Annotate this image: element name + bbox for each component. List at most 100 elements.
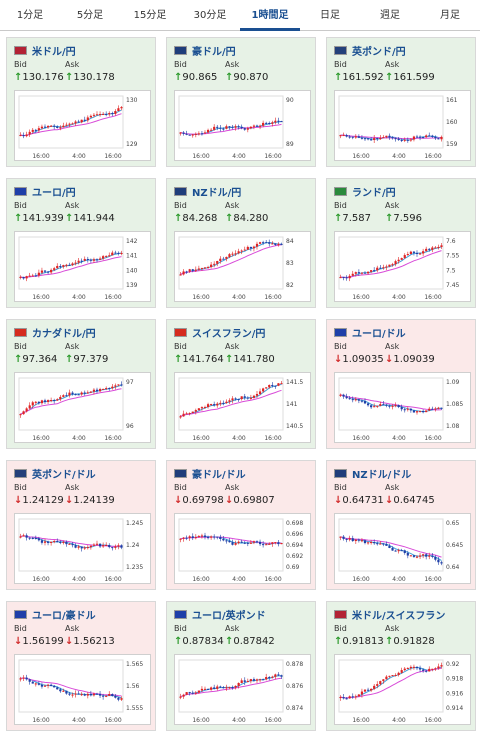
rate-card[interactable]: 英ポンド/ドル Bid Ask ↓1.24129 ↓1.24139 1.245 1.24 1.… [6, 460, 156, 590]
candle-body [382, 679, 385, 682]
candle-body [34, 538, 37, 540]
rate-card[interactable]: ユーロ/豪ドル Bid Ask ↓1.56199 ↓1.56213 1.565 1.56 1.… [6, 601, 156, 731]
pair-name[interactable]: 米ドル/円 [32, 47, 76, 58]
candle-body [114, 252, 117, 254]
price-chart[interactable]: 7.6 7.55 7.5 7.45 16:00 4:00 16:00 [334, 231, 471, 302]
candlestick-chart: 142 141 140 139 16:00 4:00 16:00 [18, 236, 138, 301]
rate-card[interactable]: 英ポンド/円 Bid Ask ↑161.592 ↑161.599 161 160 159 16:… [326, 37, 476, 167]
tab-1[interactable]: 5分足 [76, 10, 104, 21]
candle-body [434, 408, 437, 410]
flag-icon [174, 328, 187, 337]
rate-card[interactable]: カナダドル/円 Bid Ask ↑97.364 ↑97.379 97 96 16:00 4:00… [6, 319, 156, 449]
pair-name[interactable]: 豪ドル/円 [192, 47, 236, 58]
candle-body [357, 272, 360, 274]
price-chart[interactable]: 84 83 82 16:00 4:00 16:00 [174, 231, 311, 302]
candle-body [188, 269, 191, 272]
pair-name[interactable]: NZドル/円 [192, 188, 242, 199]
pair-name[interactable]: 英ポンド/ドル [32, 470, 96, 481]
candle-body [102, 256, 105, 259]
pair-name[interactable]: カナダドル/円 [32, 329, 96, 340]
rate-card[interactable]: 豪ドル/円 Bid Ask ↑90.865 ↑90.870 90 89 16:00 4:00 16… [166, 37, 316, 167]
candle-body [117, 108, 120, 112]
ma-short-line [340, 394, 442, 413]
pair-name[interactable]: NZドル/ドル [352, 470, 412, 481]
candle-body [391, 675, 394, 677]
bid-number: 90.865 [182, 72, 218, 83]
pair-name[interactable]: ユーロ/ドル [352, 329, 406, 340]
price-chart[interactable]: 141.5 141 140.5 16:00 4:00 16:00 [174, 372, 311, 443]
price-chart[interactable]: 0.92 0.918 0.916 0.914 16:00 4:00 16:00 [334, 654, 471, 725]
candle-body [117, 252, 120, 254]
candle-body [114, 111, 117, 114]
price-chart[interactable]: 1.09 1.085 1.08 16:00 4:00 16:00 [334, 372, 471, 443]
candle-body [422, 251, 425, 254]
candle-body [246, 246, 249, 250]
rate-card[interactable]: ユーロ/英ポンド Bid Ask ↑0.87834 ↑0.87842 0.878 0.876… [166, 601, 316, 731]
candle-body [185, 537, 188, 539]
candle-body [354, 539, 357, 542]
candle-body [425, 135, 428, 138]
x-tick-label: 16:00 [264, 294, 281, 301]
x-tick-label: 16:00 [424, 435, 441, 442]
price-chart[interactable]: 161 160 159 16:00 4:00 16:00 [334, 90, 471, 161]
ask-label: Ask [385, 60, 400, 69]
tab-0[interactable]: 1分足 [16, 10, 44, 21]
candle-body [40, 400, 44, 404]
price-chart[interactable]: 0.878 0.876 0.874 16:00 4:00 16:00 [174, 654, 311, 725]
ask-value: ↑161.599 [385, 72, 435, 83]
tab-4[interactable]: 1時間足 [240, 0, 300, 31]
pair-name[interactable]: ユーロ/豪ドル [32, 611, 96, 622]
candle-body [249, 397, 252, 399]
candlestick-chart: 1.09 1.085 1.08 16:00 4:00 16:00 [338, 377, 463, 442]
price-chart[interactable]: 90 89 16:00 4:00 16:00 [174, 90, 311, 161]
pair-name[interactable]: ランド/円 [352, 188, 396, 199]
price-chart[interactable]: 130 129 16:00 4:00 16:00 [14, 90, 151, 161]
tab-7[interactable]: 月足 [440, 10, 460, 21]
x-tick-label: 4:00 [232, 153, 246, 160]
candle-body [206, 404, 210, 408]
candle-body [197, 536, 200, 538]
tab-2[interactable]: 15分足 [133, 10, 167, 21]
price-chart[interactable]: 1.565 1.56 1.555 16:00 4:00 16:00 [14, 654, 151, 725]
rate-card[interactable]: スイスフラン/円 Bid Ask ↑141.764 ↑141.780 141.5 141 14… [166, 319, 316, 449]
pair-name[interactable]: 米ドル/スイスフラン [352, 611, 446, 622]
pair-name[interactable]: ユーロ/円 [32, 188, 76, 199]
candle-body [210, 404, 213, 406]
tab-6[interactable]: 週足 [380, 10, 400, 21]
candle-body [228, 254, 231, 257]
flag-icon [14, 328, 27, 337]
y-tick-label: 0.918 [446, 676, 463, 683]
candle-body [62, 690, 65, 692]
rate-card[interactable]: 豪ドル/ドル Bid Ask ↓0.69798 ↓0.69807 0.698 0.696 0.… [166, 460, 316, 590]
candle-body [40, 270, 44, 273]
tab-5[interactable]: 日足 [320, 10, 340, 21]
price-chart[interactable]: 142 141 140 139 16:00 4:00 16:00 [14, 231, 151, 302]
rate-card[interactable]: NZドル/円 Bid Ask ↑84.268 ↑84.280 84 83 82 16:00 4:0… [166, 178, 316, 308]
price-chart[interactable]: 1.245 1.24 1.235 16:00 4:00 16:00 [14, 513, 151, 584]
candle-body [56, 265, 59, 269]
pair-name[interactable]: スイスフラン/円 [192, 329, 266, 340]
tab-3[interactable]: 30分足 [193, 10, 227, 21]
rate-card[interactable]: NZドル/ドル Bid Ask ↓0.64731 ↓0.64745 0.65 0.645 0.… [326, 460, 476, 590]
pair-name[interactable]: 英ポンド/円 [352, 47, 406, 58]
pair-name[interactable]: 豪ドル/ドル [192, 470, 246, 481]
price-chart[interactable]: 0.698 0.696 0.694 0.692 0.69 16:00 4:00 16:00 [174, 513, 311, 584]
rate-card[interactable]: 米ドル/スイスフラン Bid Ask ↑0.91813 ↑0.91828 0.92 0.91… [326, 601, 476, 731]
rate-card[interactable]: ユーロ/ドル Bid Ask ↓1.09035 ↓1.09039 1.09 1.085 1.0… [326, 319, 476, 449]
price-chart[interactable]: 97 96 16:00 4:00 16:00 [14, 372, 151, 443]
rate-card[interactable]: ユーロ/円 Bid Ask ↑141.939 ↑141.944 142 141 140 139 1… [6, 178, 156, 308]
rate-card[interactable]: ランド/円 Bid Ask ↑7.587 ↑7.596 7.6 7.55 7.5 7.45 16:… [326, 178, 476, 308]
candle-body [382, 137, 385, 139]
candle-body [114, 695, 117, 698]
candle-body [228, 400, 231, 402]
candle-body [406, 553, 409, 556]
candle-body [225, 687, 228, 689]
bid-label: Bid [14, 201, 27, 210]
y-tick-label: 0.694 [286, 542, 303, 549]
pair-name[interactable]: ユーロ/英ポンド [192, 611, 266, 622]
candle-body [102, 545, 105, 547]
ma-short-line [180, 242, 282, 275]
price-chart[interactable]: 0.65 0.645 0.64 16:00 4:00 16:00 [334, 513, 471, 584]
rate-card[interactable]: 米ドル/円 Bid Ask ↑130.176 ↑130.178 130 129 16:00 4:… [6, 37, 156, 167]
trend-arrow-icon: ↑ [174, 636, 183, 647]
